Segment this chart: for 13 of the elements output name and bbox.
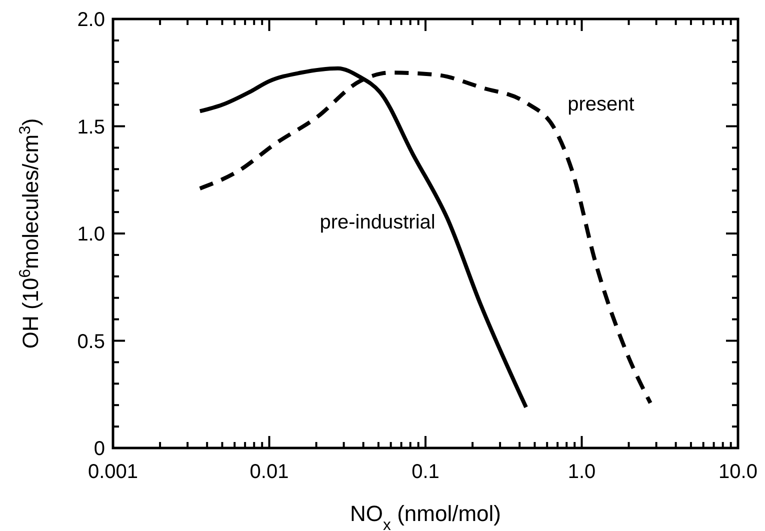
y-tick-label: 1.0 <box>77 224 105 246</box>
y-tick-label: 1.5 <box>77 116 105 138</box>
y-tick-label: 2.0 <box>77 9 105 31</box>
series-label: pre-industrial <box>320 211 436 234</box>
x-tick-label: 1.0 <box>568 461 596 483</box>
y-tick-label: 0 <box>94 438 105 460</box>
x-axis-title: NO$_{x}$ (nmol/mol) <box>350 501 501 531</box>
x-tick-label: 0.01 <box>250 461 289 483</box>
x-tick-label: 0.001 <box>88 461 138 483</box>
x-tick-label: 10.0 <box>718 461 758 483</box>
x-tick-label: 0.1 <box>412 461 440 483</box>
y-tick-label: 0.5 <box>77 330 105 353</box>
series-label: present <box>568 94 635 116</box>
